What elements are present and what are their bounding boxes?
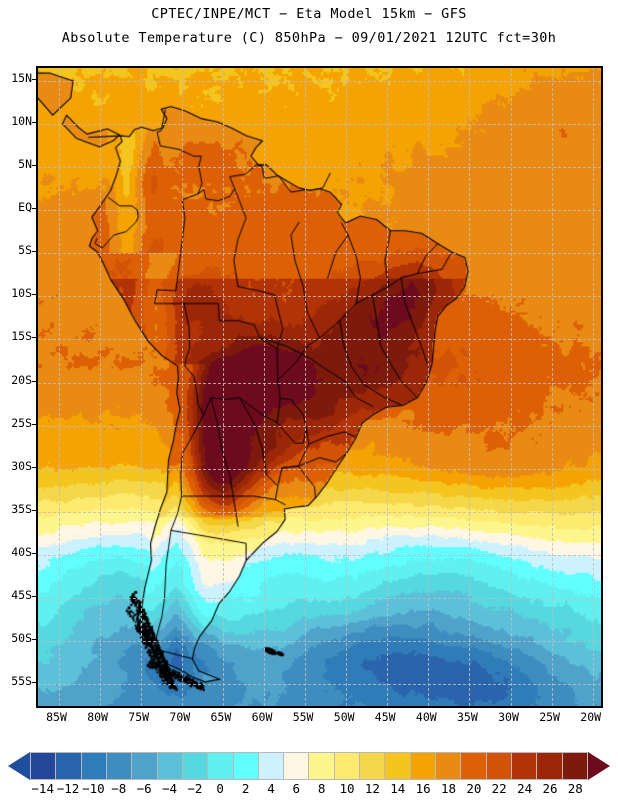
x-axis-tick-label: 80W	[87, 710, 108, 724]
x-axis-tick-label: 40W	[415, 710, 437, 724]
y-axis-tick-mark	[32, 682, 36, 684]
colorbar-tick-label: 22	[491, 781, 507, 796]
colorbar-tick-label: 16	[415, 781, 431, 796]
colorbar-under-arrow	[8, 752, 30, 780]
y-axis-tick-label: 20S	[11, 372, 32, 387]
colorbar-tick-label: 2	[241, 781, 250, 796]
y-axis-tick-mark	[32, 423, 36, 425]
colorbar-cell	[181, 752, 209, 780]
x-axis-tick-label: 30W	[498, 710, 519, 724]
colorbar-cell	[435, 752, 462, 780]
colorbar-cell	[485, 752, 512, 780]
colorbar-tick-label: 24	[517, 781, 533, 796]
y-axis-tick-label: 10S	[11, 286, 32, 301]
x-axis-tick-label: 85W	[46, 710, 67, 724]
colorbar-tick-label: 4	[267, 781, 275, 796]
x-axis-tick-label: 70W	[169, 710, 191, 724]
y-axis-tick-mark	[32, 552, 36, 554]
colorbar-cell	[536, 752, 563, 780]
colorbar-cell	[207, 752, 234, 780]
colorbar-tick-label: 0	[216, 781, 224, 796]
colorbar-cell	[55, 752, 82, 780]
x-axis-tick-label: 20W	[580, 710, 602, 724]
y-axis-tick-label: 15N	[11, 70, 32, 85]
colorbar-tick-label: 14	[390, 781, 406, 796]
colorbar-cell	[510, 752, 538, 780]
y-axis-tick-mark	[32, 509, 36, 511]
colorbar-cell	[232, 752, 259, 780]
y-axis-tick-label: 5N	[18, 157, 32, 172]
colorbar-tick-label: −12	[56, 781, 80, 796]
y-axis-tick-mark	[32, 122, 36, 123]
x-axis-tick-label: 35W	[457, 710, 478, 724]
colorbar-tick-label: −10	[82, 781, 105, 796]
y-axis-tick-mark	[32, 251, 36, 253]
title-block: CPTEC/INPE/MCT − Eta Model 15km − GFS Ab…	[0, 0, 618, 46]
colorbar-cell	[105, 752, 133, 780]
title-line-variable: Absolute Temperature (C) 850hPa − 09/01/…	[61, 30, 557, 46]
colorbar-tick-label: 26	[542, 781, 558, 796]
colorbar: −14 −12 −10 −8 −6 −4 −2 0 2 4 6 8 10 12 14 16 18 20 22 24 26…	[0, 750, 618, 800]
colorbar-tick-label: −2	[187, 781, 203, 796]
colorbar-tick-label: −4	[161, 781, 178, 796]
x-axis-tick-label: 50W	[333, 710, 355, 724]
colorbar-cell	[80, 752, 107, 780]
colorbar-over-arrow	[588, 752, 610, 780]
temperature-field-heatmap	[38, 68, 601, 706]
y-axis-tick-label: 25S	[11, 415, 32, 430]
colorbar-cell	[384, 752, 411, 780]
colorbar-cell	[409, 752, 436, 780]
y-axis-tick-label: 5S	[18, 243, 32, 258]
colorbar-cell	[460, 752, 487, 780]
colorbar-cell	[131, 752, 158, 780]
y-axis-tick-mark	[32, 639, 36, 641]
x-axis-tick-label: 65W	[210, 710, 232, 724]
y-axis-tick-mark	[32, 208, 36, 210]
x-axis-tick-label: 75W	[128, 710, 150, 724]
y-axis-tick-label: EQ	[18, 200, 32, 215]
colorbar-tick-label: 6	[292, 781, 301, 796]
colorbar-tick-label: 20	[466, 781, 482, 796]
colorbar-strip	[30, 752, 588, 780]
colorbar-cell	[359, 752, 386, 780]
y-axis-tick-mark	[32, 380, 36, 382]
colorbar-cell	[283, 752, 310, 780]
colorbar-cell	[561, 752, 588, 780]
colorbar-tick-label: 28	[567, 781, 583, 796]
y-axis-tick-label: 15S	[11, 329, 32, 344]
colorbar-tick-labels: −14 −12 −10 −8 −6 −4 −2 0 2 4 6 8 10 12 14 16 18 20 22 24 26…	[30, 782, 588, 798]
y-axis-tick-label: 40S	[11, 544, 32, 559]
colorbar-tick-label: −14	[31, 781, 54, 796]
y-axis-tick-mark	[32, 294, 36, 296]
colorbar-tick-label: 8	[317, 781, 326, 796]
colorbar-tick-label: 12	[364, 781, 380, 796]
colorbar-cell	[257, 752, 285, 780]
y-axis-tick-mark	[32, 466, 36, 468]
colorbar-cell	[30, 752, 57, 780]
colorbar-cell	[308, 752, 335, 780]
y-axis-tick-label: 50S	[11, 631, 32, 646]
y-axis-tick-mark	[32, 165, 36, 167]
colorbar-tick-label: 10	[339, 781, 355, 796]
colorbar-tick-label: −6	[136, 781, 152, 796]
x-axis-tick-label: 55W	[292, 710, 314, 724]
colorbar-cell	[333, 752, 361, 780]
title-line-model: CPTEC/INPE/MCT − Eta Model 15km − GFS	[151, 6, 467, 22]
colorbar-cell	[156, 752, 183, 780]
y-axis-tick-mark	[32, 337, 36, 339]
y-axis-tick-label: 35S	[11, 501, 32, 516]
y-axis-tick-label: 45S	[11, 588, 32, 602]
x-axis-tick-label: 25W	[539, 710, 560, 724]
y-axis-tick-mark	[32, 78, 36, 80]
colorbar-tick-label: 18	[440, 781, 457, 796]
y-axis-tick-label: 30S	[11, 458, 32, 473]
colorbar-tick-label: −8	[111, 781, 127, 796]
x-axis-tick-label: 60W	[251, 710, 273, 724]
y-axis-tick-mark	[32, 596, 36, 597]
y-axis-tick-label: 10N	[11, 114, 32, 128]
x-axis-tick-label: 45W	[374, 710, 396, 724]
y-axis-tick-label: 55S	[11, 674, 32, 689]
